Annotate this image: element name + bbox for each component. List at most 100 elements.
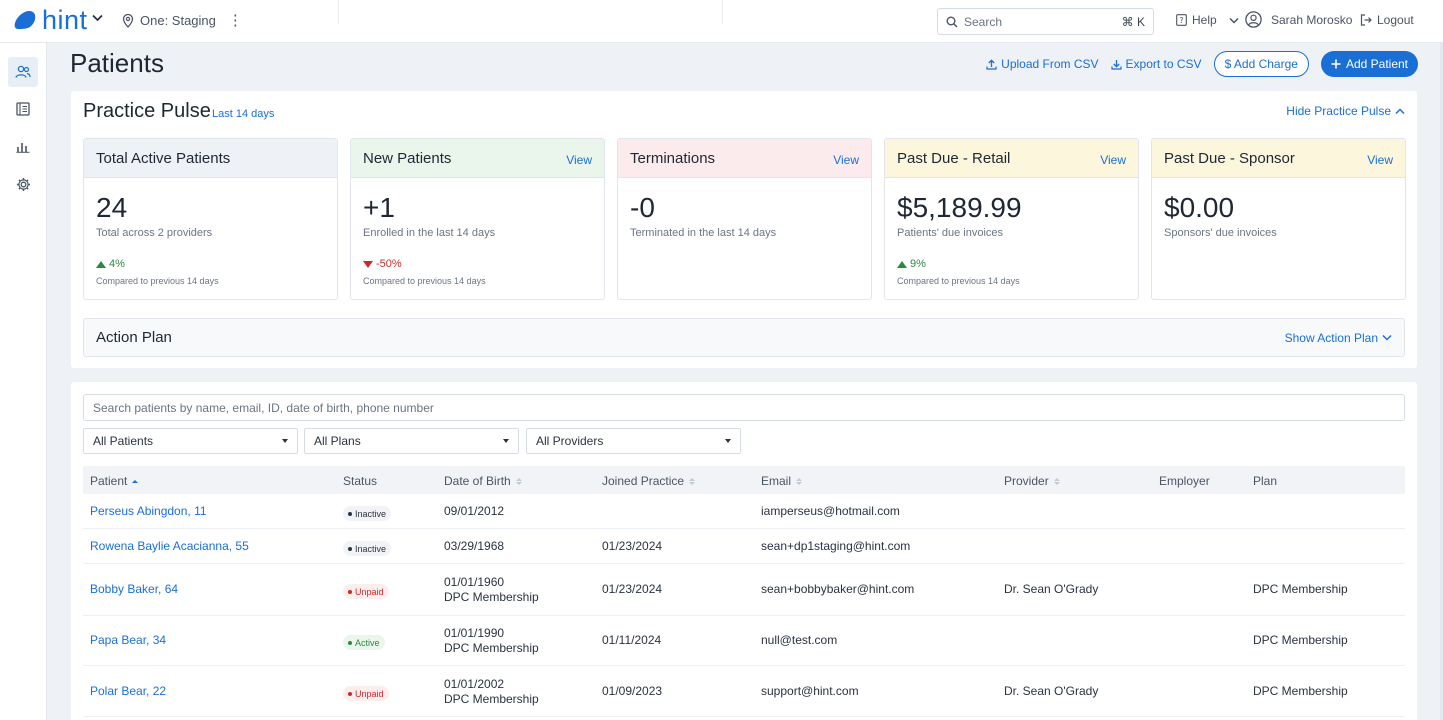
card-caption: Sponsors' due invoices [1164,227,1277,239]
nav-patients[interactable] [8,57,38,87]
table-header: Patient Status Date of Birth Joined Prac… [83,466,1405,494]
plans-filter-select[interactable]: All Plans [304,428,519,454]
status-dot [348,589,352,594]
card-value: +1 [363,192,395,223]
dob-value: 09/01/2012 [444,504,505,518]
status-badge: Inactive [343,541,392,556]
nav-reports[interactable] [8,131,38,161]
card-title: Total Active Patients [96,149,231,167]
filter-value: All Plans [314,434,361,448]
patient-search-input[interactable]: Search patients by name, email, ID, date… [83,394,1405,421]
col-label: Patient [90,474,128,488]
status-badge: Active [343,635,385,650]
col-employer: Employer [1159,474,1210,488]
card-view-link[interactable]: View [1367,153,1393,167]
patient-name-link[interactable]: Bobby Baker, 64 [90,582,179,596]
chevron-down-icon [1229,17,1239,24]
practice-pulse-panel: Practice Pulse Last 14 days Hide Practic… [71,91,1417,368]
dob-cell: 09/01/2012 [444,504,504,519]
status-label: Unpaid [355,586,384,597]
col-dob[interactable]: Date of Birth [444,474,522,488]
status-dot [348,691,352,696]
show-action-plan-button[interactable]: Show Action Plan [1285,331,1392,345]
card-delta-value: -50% [376,258,402,270]
location-pin-icon [122,13,134,28]
status-label: Inactive [355,543,387,554]
plan-cell: DPC Membership [1253,684,1348,698]
patients-filter-select[interactable]: All Patients [83,428,298,454]
table-row[interactable]: Bobby Baker, 64 Unpaid 01/01/1960 DPC Membe… [83,564,1405,616]
col-label: Employer [1159,474,1210,488]
col-label: Plan [1253,474,1278,488]
nav-directory[interactable] [8,94,38,124]
card-view-link[interactable]: View [833,153,859,167]
scrollbar[interactable] [1440,43,1443,720]
brand-logo[interactable]: hint [14,6,88,34]
export-csv-button[interactable]: Export to CSV [1110,57,1202,71]
plan-cell: DPC Membership [1253,582,1348,596]
dob-cell: 01/01/2002 DPC Membership [444,677,539,707]
more-vertical-icon[interactable]: ⋮ [227,12,243,29]
status-label: Active [355,637,380,648]
col-provider[interactable]: Provider [1004,474,1060,488]
joined-cell: 01/23/2024 [602,582,663,596]
table-row[interactable]: Papa Bear, 34 Active 01/01/1990 DPC Members… [83,616,1405,666]
divider [722,0,723,24]
card-value: $0.00 [1164,192,1235,223]
patient-name-link[interactable]: Rowena Baylie Acacianna, 55 [90,539,249,553]
user-menu[interactable]: Sarah Morosko [1245,11,1352,28]
add-patient-label: Add Patient [1345,57,1408,71]
pulse-card: Past Due - Retail View $5,189.99 Patients' … [884,138,1139,300]
search-placeholder: Search [964,14,1003,29]
card-view-link[interactable]: View [566,153,592,167]
status-label: Unpaid [355,688,384,699]
card-caption: Enrolled in the last 14 days [363,227,496,239]
plan-cell: DPC Membership [1253,633,1348,647]
plus-icon [1331,59,1341,69]
joined-cell: 01/09/2023 [602,684,663,698]
chevron-down-icon[interactable] [92,14,103,22]
filter-value: All Providers [536,434,604,448]
col-patient[interactable]: Patient [90,474,139,488]
col-email[interactable]: Email [761,474,803,488]
pulse-card: Past Due - Sponsor View $0.00 Sponsors' due… [1151,138,1406,300]
org-switcher[interactable]: One: Staging ⋮ [122,13,243,28]
card-caption: Patients' due invoices [897,227,1004,239]
card-value: -0 [630,192,655,223]
patient-name-link[interactable]: Polar Bear, 22 [90,684,167,698]
col-joined[interactable]: Joined Practice [602,474,696,488]
card-title: Past Due - Sponsor [1164,149,1295,167]
email-cell: iamperseus@hotmail.com [761,504,900,518]
card-header: Terminations View [618,139,871,178]
table-row[interactable]: Rowena Baylie Acacianna, 55 Inactive 03/29… [83,529,1405,564]
add-charge-button[interactable]: $ Add Charge [1213,51,1309,77]
caret-down-icon [725,439,731,443]
sort-icon [515,477,522,485]
card-delta: 9% [897,258,926,270]
chevron-up-icon [1395,107,1405,114]
upload-csv-button[interactable]: Upload From CSV [986,57,1099,71]
hide-practice-pulse-button[interactable]: Hide Practice Pulse [1286,104,1405,118]
status-label: Inactive [355,508,387,519]
global-search-input[interactable]: Search ⌘ K [937,8,1154,35]
card-title: New Patients [363,149,452,167]
nav-settings[interactable] [8,169,38,199]
patient-name-link[interactable]: Papa Bear, 34 [90,633,167,647]
status-dot [348,640,352,645]
card-view-link[interactable]: View [1100,153,1126,167]
card-value: $5,189.99 [897,192,1022,223]
add-patient-button[interactable]: Add Patient [1320,51,1418,77]
action-plan-title: Action Plan [96,329,172,346]
status-badge: Unpaid [343,686,389,701]
table-row[interactable]: Perseus Abingdon, 11 Inactive 09/01/2012 ia… [83,494,1405,529]
help-menu[interactable]: ? Help [1176,13,1239,27]
dob-cell: 03/29/1968 [444,539,504,554]
providers-filter-select[interactable]: All Providers [526,428,741,454]
patient-name-link[interactable]: Perseus Abingdon, 11 [90,504,207,518]
logout-button[interactable]: Logout [1360,13,1414,27]
page-actions: Upload From CSV Export to CSV $ Add Char… [986,51,1418,77]
dob-value: 01/01/1960 [444,575,505,589]
card-header: Past Due - Sponsor View [1152,139,1405,178]
caret-down-icon [503,439,509,443]
table-row[interactable]: Polar Bear, 22 Unpaid 01/01/2002 DPC Member… [83,666,1405,717]
